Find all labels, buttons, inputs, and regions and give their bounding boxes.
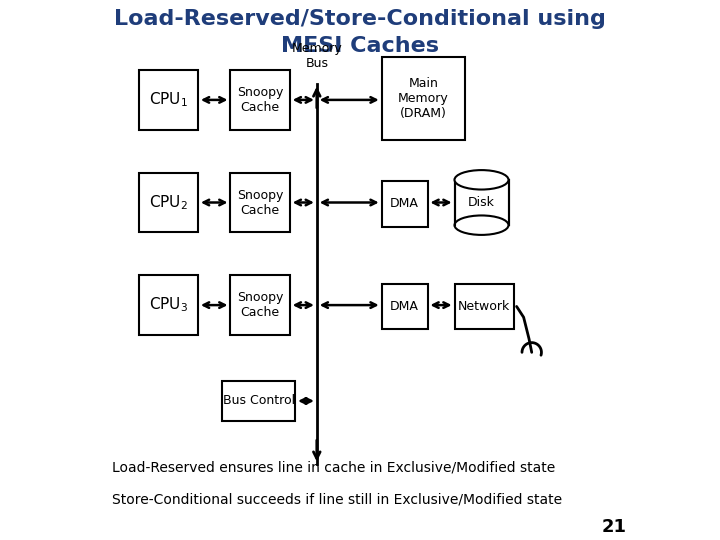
Text: MESI Caches: MESI Caches (281, 36, 439, 56)
Text: DMA: DMA (390, 197, 419, 211)
FancyBboxPatch shape (382, 57, 465, 140)
FancyBboxPatch shape (138, 173, 198, 232)
Text: $\mathregular{CPU_1}$: $\mathregular{CPU_1}$ (149, 91, 188, 109)
FancyBboxPatch shape (138, 275, 198, 335)
Text: Snoopy
Cache: Snoopy Cache (237, 86, 283, 114)
Bar (454, 180, 508, 225)
Text: Memory
Bus: Memory Bus (292, 42, 342, 70)
FancyBboxPatch shape (222, 381, 295, 421)
Text: Store-Conditional succeeds if line still in Exclusive/Modified state: Store-Conditional succeeds if line still… (112, 492, 562, 507)
Ellipse shape (454, 215, 508, 235)
Text: Main
Memory
(DRAM): Main Memory (DRAM) (398, 77, 449, 120)
Text: Bus Control: Bus Control (222, 394, 294, 408)
FancyBboxPatch shape (230, 70, 289, 130)
Text: 21: 21 (601, 517, 626, 536)
FancyBboxPatch shape (230, 173, 289, 232)
Text: $\mathregular{CPU_2}$: $\mathregular{CPU_2}$ (149, 193, 188, 212)
FancyBboxPatch shape (454, 284, 514, 329)
Text: Disk: Disk (468, 196, 495, 209)
Ellipse shape (454, 170, 508, 190)
Text: Snoopy
Cache: Snoopy Cache (237, 291, 283, 319)
Text: DMA: DMA (390, 300, 419, 313)
FancyBboxPatch shape (382, 284, 428, 329)
Text: Network: Network (458, 300, 510, 313)
Text: Load-Reserved/Store-Conditional using: Load-Reserved/Store-Conditional using (114, 9, 606, 29)
Text: Snoopy
Cache: Snoopy Cache (237, 188, 283, 217)
Text: Load-Reserved ensures line in cache in Exclusive/Modified state: Load-Reserved ensures line in cache in E… (112, 460, 555, 474)
Ellipse shape (454, 215, 508, 235)
FancyBboxPatch shape (138, 70, 198, 130)
Text: $\mathregular{CPU_3}$: $\mathregular{CPU_3}$ (149, 296, 188, 314)
FancyBboxPatch shape (230, 275, 289, 335)
FancyBboxPatch shape (382, 181, 428, 227)
